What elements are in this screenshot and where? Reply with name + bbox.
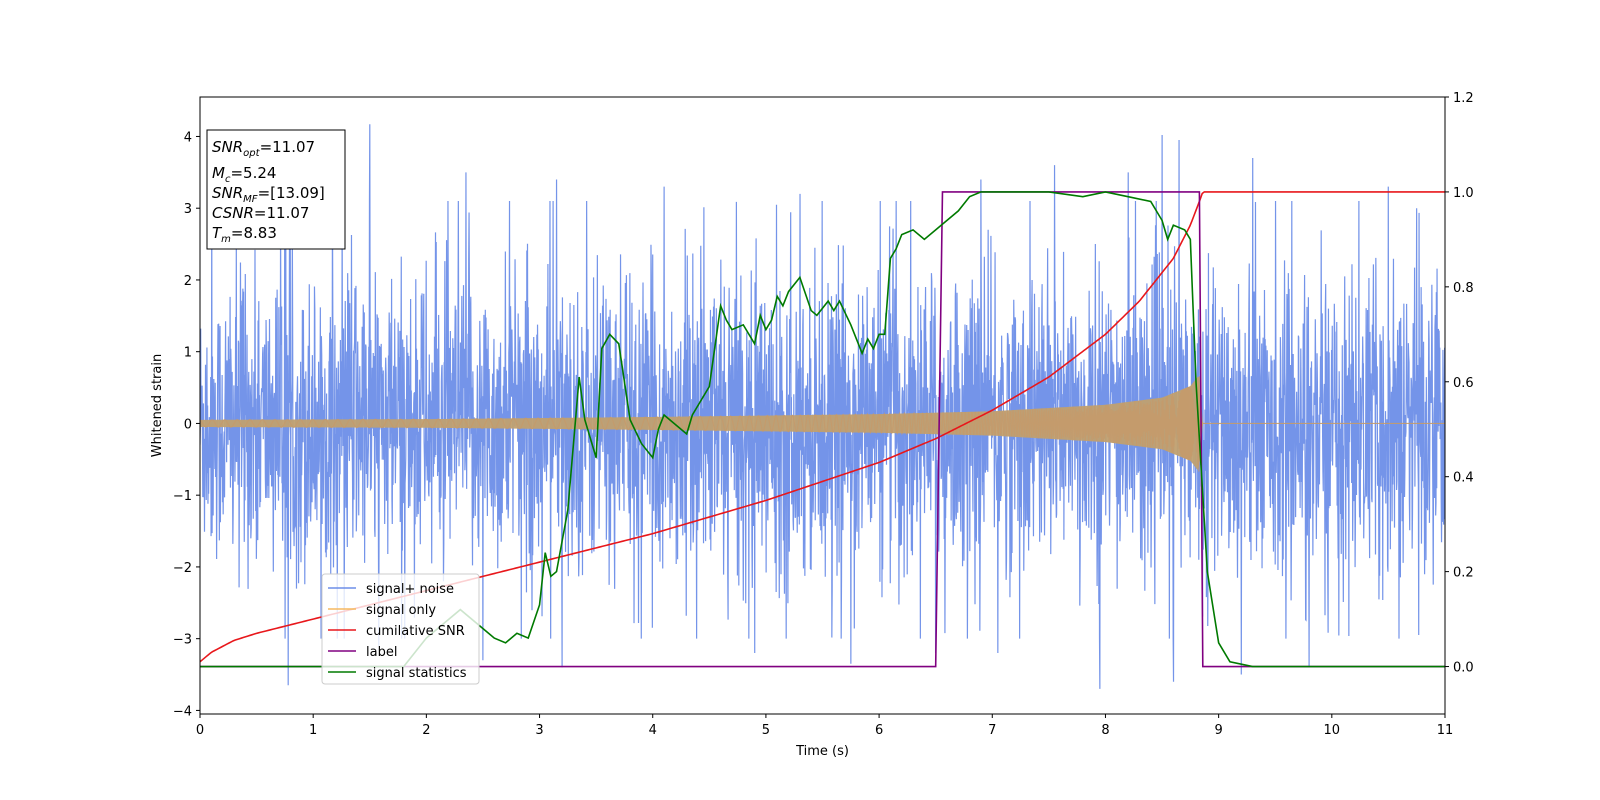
axes-frame — [199, 96, 1446, 715]
x-tick-label: 8 — [1101, 723, 1109, 738]
annotation-line: Mc=5.24 — [212, 164, 276, 185]
series-signal-statistics — [200, 191, 1445, 668]
y-right-tick-label: 1.2 — [1453, 91, 1474, 106]
x-tick-label: 1 — [309, 723, 317, 738]
y-left-tick-label: −3 — [173, 633, 192, 648]
x-tick-label: 4 — [649, 723, 657, 738]
annotation-frame — [206, 129, 346, 250]
x-tick-label: 2 — [422, 723, 430, 738]
x-tick-label: 5 — [762, 723, 770, 738]
y-left-tick-label: 0 — [184, 417, 192, 432]
legend-label: label — [366, 645, 397, 660]
y-left-tick-label: 3 — [184, 202, 192, 217]
annotation-line: CSNR=11.07 — [212, 204, 309, 222]
legend: signal+ noise signal only cumilative SNR la… — [321, 573, 480, 685]
legend-label: signal+ noise — [366, 582, 454, 597]
y-right-tick-label: 0.8 — [1453, 281, 1474, 296]
y-right-tick-label: 0.2 — [1453, 566, 1474, 581]
y-right-tick-label: 1.0 — [1453, 186, 1474, 201]
x-tick-label: 10 — [1324, 723, 1341, 738]
annotation-line: SNRMF=[13.09] — [212, 184, 325, 205]
x-tick-label: 11 — [1437, 723, 1454, 738]
x-tick-label: 0 — [196, 723, 204, 738]
y-left-tick-label: 2 — [184, 274, 192, 289]
y-left-tick-label: −4 — [173, 704, 192, 719]
x-tick-label: 7 — [988, 723, 996, 738]
series-label — [200, 191, 1445, 668]
axis-ticks: 0 1 2 3 4 5 6 7 8 9 10 11 −4 −3 −2 −1 0 1 2 3 4 0.0 0.2 0.4 0.6 0… — [173, 91, 1474, 738]
x-tick-label: 9 — [1214, 723, 1222, 738]
y-left-tick-label: −2 — [173, 561, 192, 576]
annotation-line: Tm=8.83 — [212, 224, 277, 245]
y-right-tick-label: 0.0 — [1453, 661, 1474, 676]
legend-label: signal only — [366, 603, 436, 618]
y-left-tick-label: −1 — [173, 489, 192, 504]
series-signal-only-envelope — [200, 376, 1203, 471]
y-left-tick-label: 4 — [184, 130, 192, 145]
x-axis-label: Time (s) — [795, 744, 849, 759]
parameter-annotation-box: SNRopt=11.07 Mc=5.24SNRMF=[13.09]CSNR=11.… — [206, 129, 346, 250]
y-left-tick-label: 1 — [184, 346, 192, 361]
y-right-tick-label: 0.4 — [1453, 471, 1474, 486]
legend-frame — [321, 573, 480, 685]
legend-label: signal statistics — [366, 666, 467, 681]
legend-label: cumilative SNR — [366, 624, 465, 639]
y-right-tick-label: 0.6 — [1453, 376, 1474, 391]
y-axis-label: Whitened strain — [150, 354, 165, 457]
x-tick-label: 6 — [875, 723, 883, 738]
annotation-line: SNRopt=11.07 — [212, 138, 315, 159]
x-tick-label: 3 — [535, 723, 543, 738]
series-signal-only — [200, 376, 1445, 472]
